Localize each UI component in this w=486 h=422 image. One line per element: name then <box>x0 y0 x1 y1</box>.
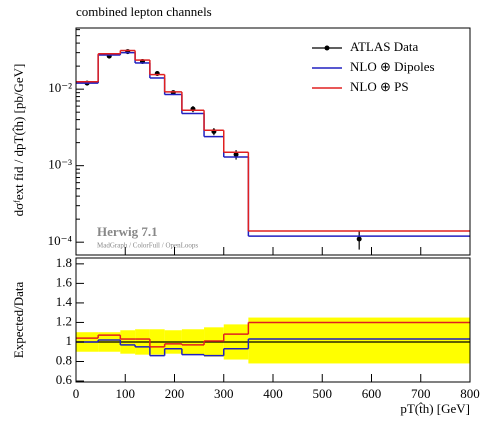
x-tick-label: 400 <box>263 386 283 401</box>
plot-frame <box>75 27 471 256</box>
y-axis-label: dσᶠext fid / dpT(t̂h) [pb/GeV] <box>11 64 26 217</box>
ratio-y-label: Expected/Data <box>11 282 26 359</box>
legend-label: ATLAS Data <box>350 39 418 54</box>
y-tick-label: 1.2 <box>56 313 72 328</box>
x-tick-label: 100 <box>116 386 136 401</box>
y-tick-label: 0.6 <box>56 372 73 387</box>
y-tick-label: 1.4 <box>56 294 73 309</box>
legend-marker <box>324 45 330 51</box>
y-tick-label: 10⁻² <box>48 80 72 95</box>
x-axis-label: pT(t̂h) [GeV] <box>400 401 470 416</box>
x-tick-label: 700 <box>411 386 431 401</box>
chart-title: combined lepton channels <box>76 4 212 19</box>
data-point <box>233 151 239 157</box>
data-point <box>356 236 362 242</box>
legend-label: NLO ⊕ PS <box>350 79 409 94</box>
y-tick-label: 10⁻⁴ <box>48 233 73 248</box>
y-tick-label: 1.6 <box>56 274 73 289</box>
uncertainty-band <box>248 317 470 364</box>
legend-label: NLO ⊕ Dipoles <box>350 59 435 74</box>
y-tick-label: 10⁻³ <box>48 157 72 172</box>
x-tick-label: 500 <box>313 386 333 401</box>
plot-frame <box>75 257 471 383</box>
x-tick-label: 300 <box>214 386 234 401</box>
y-tick-label: 1.8 <box>56 255 72 270</box>
y-tick-label: 0.8 <box>56 352 72 367</box>
x-tick-label: 0 <box>73 386 80 401</box>
y-tick-label: 1 <box>66 333 73 348</box>
x-tick-label: 200 <box>165 386 185 401</box>
x-tick-label: 600 <box>362 386 382 401</box>
x-tick-label: 800 <box>460 386 480 401</box>
generator-label: Herwig 7.1 <box>97 224 158 239</box>
generator-sublabel: MadGraph / ColorFull / OpenLoops <box>97 242 198 250</box>
